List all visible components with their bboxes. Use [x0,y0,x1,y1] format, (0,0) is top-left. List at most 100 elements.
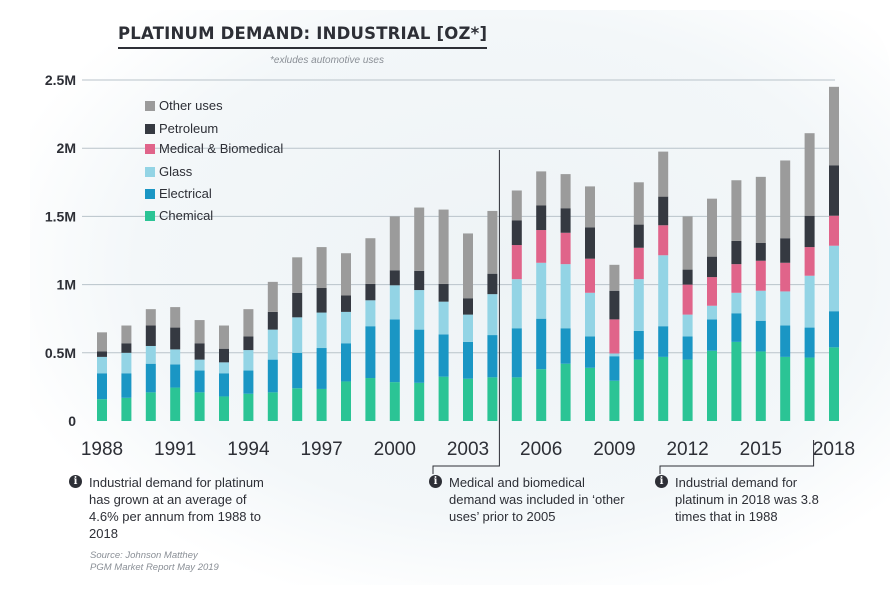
bar-segment-petroleum [707,256,717,278]
bar-segment-chemical [560,363,571,421]
bar-segment-other-uses [219,325,229,349]
bar-segment-other-uses [97,332,107,352]
y-tick-label: 2M [57,140,76,156]
bar-segment-chemical [609,380,620,421]
bar-segment-chemical [487,377,498,421]
x-tick-label: 1997 [300,439,342,460]
bar-segment-electrical [97,373,107,400]
legend-label: Electrical [159,186,212,201]
bar-segment-petroleum [438,283,449,302]
bar-segment-petroleum [780,238,791,263]
bar-segment-glass [829,245,839,312]
bar-segment-chemical [121,397,132,421]
bar-segment-petroleum [316,288,327,313]
bar-segment-petroleum [389,270,400,286]
bar-segment-chemical [658,356,669,421]
bar-segment-petroleum [145,325,156,346]
bar-segment-petroleum [292,292,303,318]
background-wash [30,10,890,585]
bar-segment-other-uses [194,320,205,344]
bar-segment-glass [292,317,303,353]
x-tick-label: 2018 [813,439,855,460]
legend-swatch [145,211,155,221]
bar-segment-other-uses [511,190,522,221]
bar-segment-chemical [145,392,156,421]
bar-segment-glass [414,290,425,330]
bar-segment-petroleum [365,283,376,301]
bar-segment-other-uses [365,238,376,284]
legend-swatch [145,124,155,134]
bar-segment-petroleum [487,273,498,295]
x-tick-label: 2003 [447,439,489,460]
bar-segment-electrical [755,320,766,352]
bar-segment-chemical [267,392,278,421]
bar-segment-electrical [707,319,717,351]
bar-segment-glass [316,312,327,349]
bar-segment-chemical [97,399,107,421]
legend-swatch [145,144,155,154]
bar-segment-electrical [682,336,693,360]
bar-segment-petroleum [219,348,229,363]
bar-segment-electrical [585,336,595,368]
callout-line-medical [432,150,500,474]
bar-segment-other-uses [682,216,693,270]
bar-segment-petroleum [341,295,351,312]
bar-segment-chemical [755,351,766,421]
bar-segment-chemical [292,388,303,421]
bar-segment-glass [341,311,351,344]
bar-segment-medical-biomedical [511,245,522,280]
bar-segment-glass [780,291,791,326]
bar-segment-other-uses [389,216,400,271]
bar-segment-medical-biomedical [658,225,669,256]
bar-segment-glass [121,352,132,374]
bar-segment-glass [463,314,473,342]
y-tick-label: 1M [57,277,76,293]
bar-segment-chemical [804,357,815,421]
bar-segment-other-uses [121,325,132,344]
bar-segment-electrical [194,370,205,393]
bar-segment-petroleum [560,208,571,233]
bar-segment-electrical [511,328,522,378]
bar-segment-other-uses [804,133,815,216]
bar-segment-other-uses [487,210,498,274]
bar-segment-electrical [170,364,181,388]
bar-segment-chemical [219,396,229,421]
bar-segment-petroleum [633,224,644,248]
bar-segment-glass [707,305,717,320]
bar-segment-chemical [731,341,742,421]
bar-segment-electrical [316,348,327,389]
bar-segment-other-uses [585,186,595,228]
x-tick-label: 2000 [374,439,416,460]
source-credit: Source: Johnson Matthey PGM Market Repor… [90,550,219,574]
bar-segment-chemical [780,356,791,421]
bar-segment-other-uses [292,257,303,293]
note-medical: i Medical and biomedical demand was incl… [429,474,639,530]
bar-segment-chemical [707,350,717,421]
bar-segment-glass [682,314,693,337]
chart-title-text: PLATINUM DEMAND: INDUSTRIAL [OZ*] [118,24,488,43]
bar-segment-glass [194,359,205,371]
bar-segment-other-uses [267,281,278,312]
bar-segment-other-uses [707,198,717,257]
bar-segment-glass [170,349,181,365]
bar-segment-petroleum [170,327,181,350]
bar-segment-chemical [316,388,327,421]
bar-segment-chemical [389,382,400,421]
bar-segment-petroleum [536,205,547,231]
source-line-1: Source: Johnson Matthey [90,550,198,561]
bar-segment-electrical [780,325,791,357]
bar-segment-glass [633,279,644,331]
bar-segment-electrical [487,335,498,378]
bar-segment-medical-biomedical [682,284,693,315]
bar-segment-electrical [609,356,620,381]
bar-segment-medical-biomedical [755,260,766,291]
bar-segment-other-uses [341,253,351,296]
bar-segment-glass [365,300,376,327]
bar-segment-glass [243,350,254,371]
note-ratio: i Industrial demand for platinum in 2018… [655,474,855,530]
bar-segment-petroleum [463,298,473,315]
bar-segment-electrical [829,311,839,348]
bar-segment-other-uses [633,182,644,225]
bar-segment-electrical [389,319,400,383]
